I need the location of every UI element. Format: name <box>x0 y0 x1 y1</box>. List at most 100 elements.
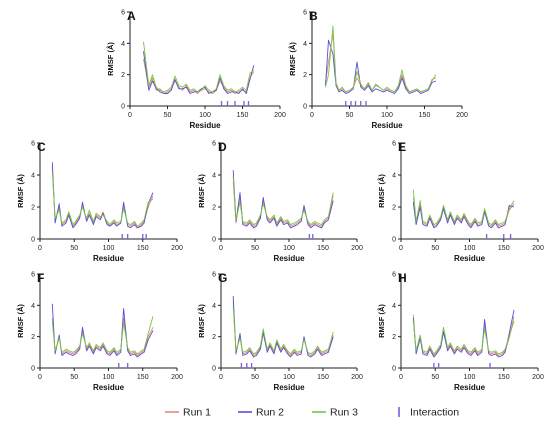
series-line-run-2 <box>232 295 334 358</box>
x-tick-label: 100 <box>103 245 115 252</box>
x-tick-label: 100 <box>464 374 476 381</box>
panel-label: G <box>218 271 227 285</box>
y-tick-label: 6 <box>392 141 396 148</box>
x-tick-label: 100 <box>381 112 393 119</box>
y-tick-label: 0 <box>121 104 125 111</box>
legend-label: Run 3 <box>330 407 358 419</box>
y-axis-label: RMSF (Å) <box>377 304 386 338</box>
y-tick-label: 2 <box>303 72 307 79</box>
y-tick-label: 4 <box>31 173 35 180</box>
series-line-run-2 <box>51 162 154 229</box>
x-tick-label: 0 <box>399 245 403 252</box>
series-line-run-3 <box>412 189 515 226</box>
legend: Run 1 Run 2 Run 3 Interaction <box>165 407 459 419</box>
series-line-run-2 <box>412 202 515 229</box>
y-tick-label: 4 <box>392 303 396 310</box>
y-tick-label: 2 <box>392 334 396 341</box>
x-tick-label: 100 <box>283 245 295 252</box>
x-axis-label: Residue <box>93 254 125 263</box>
y-tick-label: 0 <box>392 237 396 244</box>
series-line-run-3 <box>232 176 334 226</box>
series-line-run-1 <box>143 58 255 94</box>
series-line-run-3 <box>51 316 154 355</box>
series-line-run-1 <box>325 33 436 93</box>
y-tick-label: 0 <box>31 237 35 244</box>
y-tick-label: 2 <box>31 334 35 341</box>
y-axis-label: RMSF (Å) <box>197 174 206 208</box>
panel-b: 0 2 4 6 0 50 100 150 200 Residue RMSF (Å) B <box>288 9 468 130</box>
x-tick-label: 150 <box>419 112 431 119</box>
x-tick-label: 200 <box>274 112 286 119</box>
y-tick-label: 4 <box>392 173 396 180</box>
series-line-run-2 <box>325 39 436 94</box>
y-tick-label: 4 <box>303 41 307 48</box>
y-tick-label: 0 <box>212 366 216 373</box>
x-tick-label: 150 <box>237 112 249 119</box>
x-tick-label: 50 <box>431 374 439 381</box>
series-line-run-2 <box>232 170 334 229</box>
panel-h: 0 2 4 6 0 50 100 150 200 Residue RMSF (Å) H <box>377 271 544 392</box>
y-axis-label: RMSF (Å) <box>288 42 297 76</box>
y-tick-label: 0 <box>31 366 35 373</box>
panel-label: H <box>398 271 407 285</box>
panel-e: 0 2 4 6 0 50 100 150 200 Residue RMSF (Å) E <box>377 140 544 263</box>
panel-d: 0 2 4 6 0 50 100 150 200 Residue RMSF (Å) D <box>197 140 363 263</box>
y-tick-label: 4 <box>31 303 35 310</box>
x-tick-label: 100 <box>199 112 211 119</box>
y-tick-label: 2 <box>121 72 125 79</box>
panel-label: D <box>218 140 227 154</box>
y-axis-label: RMSF (Å) <box>16 174 25 208</box>
x-tick-label: 200 <box>532 245 544 252</box>
y-axis-label: RMSF (Å) <box>16 304 25 338</box>
y-axis-label: RMSF (Å) <box>377 174 386 208</box>
y-tick-label: 6 <box>392 272 396 279</box>
x-tick-label: 200 <box>171 374 183 381</box>
x-tick-label: 0 <box>38 374 42 381</box>
x-tick-label: 50 <box>251 374 259 381</box>
y-tick-label: 0 <box>392 366 396 373</box>
x-tick-label: 50 <box>70 374 78 381</box>
series-line-run-3 <box>51 171 154 227</box>
x-tick-label: 100 <box>283 374 295 381</box>
x-tick-label: 50 <box>70 245 78 252</box>
series-line-run-1 <box>232 181 334 227</box>
y-tick-label: 0 <box>212 237 216 244</box>
x-tick-label: 200 <box>456 112 468 119</box>
series-line-run-1 <box>51 166 154 229</box>
series-line-run-2 <box>51 303 154 358</box>
series-line-run-1 <box>232 300 334 356</box>
y-axis-label: RMSF (Å) <box>197 304 206 338</box>
x-tick-label: 50 <box>346 112 354 119</box>
y-tick-label: 4 <box>212 173 216 180</box>
y-tick-label: 2 <box>212 334 216 341</box>
panel-f: 0 2 4 6 0 50 100 150 200 Residue RMSF (Å) F <box>16 271 183 392</box>
x-axis-label: Residue <box>189 121 221 130</box>
x-tick-label: 150 <box>498 374 510 381</box>
series-line-run-2 <box>412 309 515 358</box>
series-line-run-1 <box>51 317 154 356</box>
series-line-run-3 <box>143 41 255 93</box>
x-tick-label: 200 <box>532 374 544 381</box>
x-tick-label: 150 <box>137 245 149 252</box>
x-axis-label: Residue <box>93 383 125 392</box>
panel-label: B <box>309 9 318 23</box>
panel-label: F <box>37 271 44 285</box>
x-tick-label: 200 <box>171 245 183 252</box>
series-line-run-1 <box>412 197 515 227</box>
x-tick-label: 0 <box>399 374 403 381</box>
x-tick-label: 150 <box>317 245 329 252</box>
legend-label: Run 2 <box>256 407 284 419</box>
y-tick-label: 2 <box>31 205 35 212</box>
x-tick-label: 200 <box>351 245 363 252</box>
x-tick-label: 0 <box>310 112 314 119</box>
x-axis-label: Residue <box>454 254 486 263</box>
x-tick-label: 100 <box>464 245 476 252</box>
y-tick-label: 2 <box>392 205 396 212</box>
x-axis-label: Residue <box>273 254 305 263</box>
x-tick-label: 150 <box>498 245 510 252</box>
series-line-run-1 <box>412 314 515 356</box>
x-tick-label: 50 <box>431 245 439 252</box>
y-tick-label: 6 <box>212 141 216 148</box>
